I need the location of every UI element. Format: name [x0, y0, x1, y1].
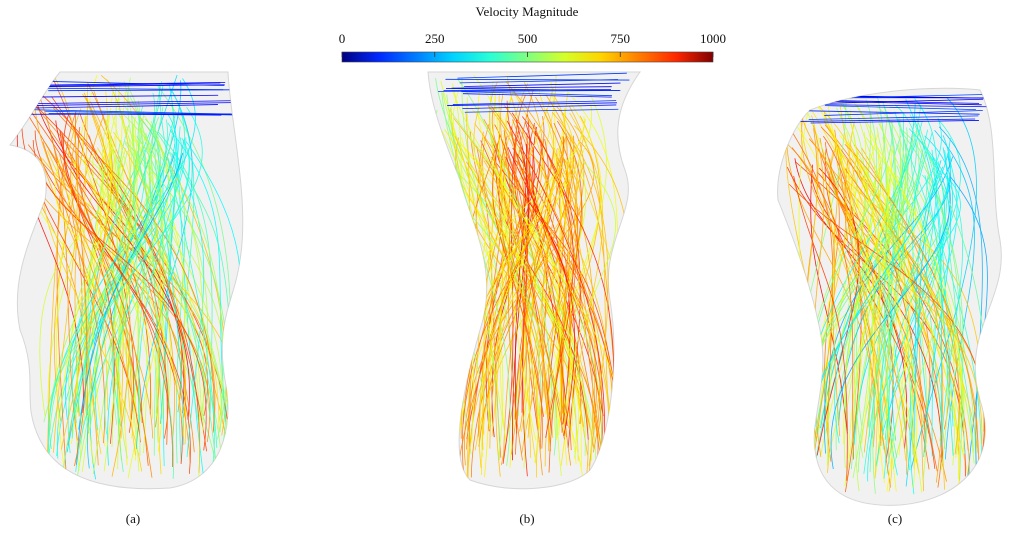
colorbar-tick-label: 750	[611, 31, 631, 46]
colorbar-tick-label: 0	[339, 31, 346, 46]
colorbar-tick-label: 1000	[700, 31, 726, 46]
panel-label: (c)	[888, 511, 902, 526]
colorbar-title: Velocity Magnitude	[476, 4, 579, 19]
panel-label: (b)	[519, 511, 534, 526]
panel-label: (a)	[126, 511, 140, 526]
colorbar-tick-label: 250	[425, 31, 445, 46]
figure: Velocity Magnitude 0 250 500 750 1000 (a) (b…	[0, 0, 1018, 533]
colorbar-tick-label: 500	[518, 31, 538, 46]
